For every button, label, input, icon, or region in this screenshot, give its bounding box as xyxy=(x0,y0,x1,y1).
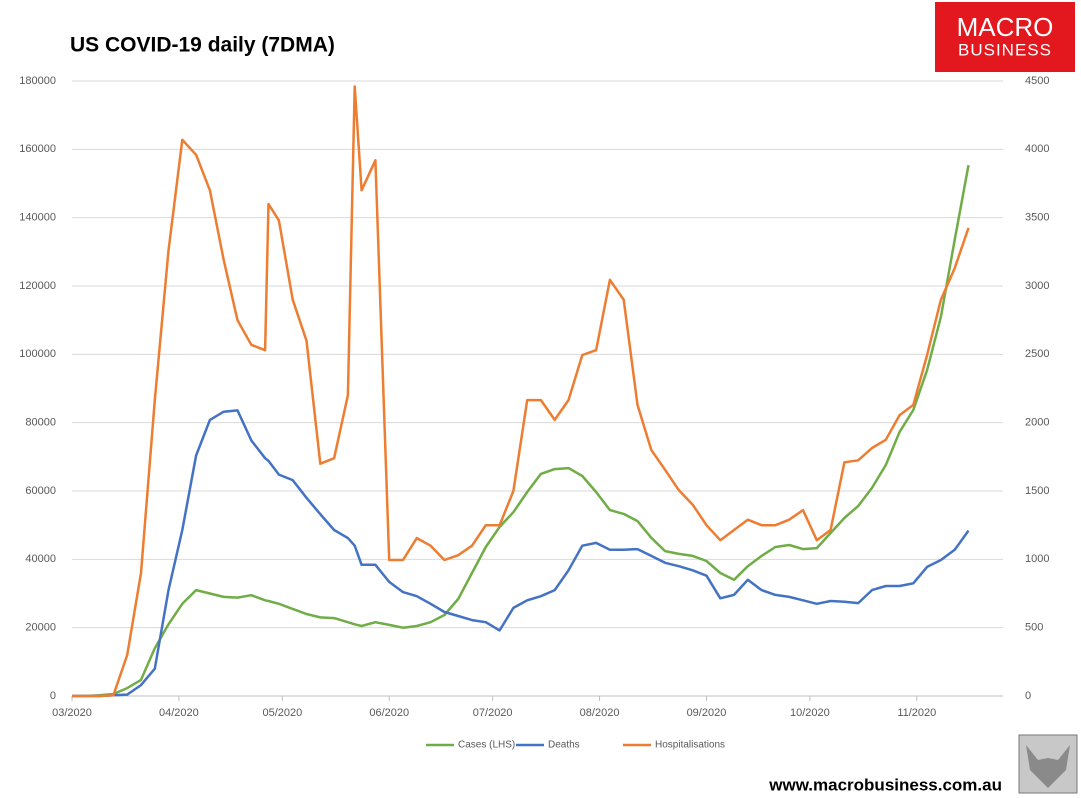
legend-label: Hospitalisations xyxy=(655,740,725,751)
y-tick-label: 60000 xyxy=(25,485,56,497)
legend-label: Cases (LHS) xyxy=(458,740,515,751)
y2-tick-label: 3000 xyxy=(1025,280,1049,292)
y2-tick-label: 4500 xyxy=(1025,75,1049,87)
logo-text: MACRO xyxy=(957,12,1054,42)
y-tick-label: 120000 xyxy=(19,280,56,292)
series-line xyxy=(72,85,970,698)
footer-url: www.macrobusiness.com.au xyxy=(768,775,1002,794)
y2-tick-label: 500 xyxy=(1025,622,1043,634)
y-tick-label: 0 xyxy=(50,690,56,702)
x-tick-label: 03/2020 xyxy=(52,707,92,719)
x-tick-label: 09/2020 xyxy=(687,707,727,719)
y2-tick-label: 3500 xyxy=(1025,212,1049,224)
x-tick-label: 10/2020 xyxy=(790,707,830,719)
series-line xyxy=(72,164,970,698)
y2-tick-label: 1500 xyxy=(1025,485,1049,497)
x-tick-label: 04/2020 xyxy=(159,707,199,719)
y2-tick-label: 2000 xyxy=(1025,417,1049,429)
y-tick-label: 40000 xyxy=(25,553,56,565)
x-tick-label: 07/2020 xyxy=(473,707,513,719)
y-tick-label: 180000 xyxy=(19,75,56,87)
chart-title: US COVID-19 daily (7DMA) xyxy=(70,34,335,57)
y2-tick-label: 1000 xyxy=(1025,553,1049,565)
y-tick-label: 80000 xyxy=(25,417,56,429)
y-tick-label: 100000 xyxy=(19,348,56,360)
logo-image xyxy=(1026,745,1070,788)
series-line xyxy=(72,409,970,698)
x-tick-label: 11/2020 xyxy=(897,707,936,719)
y2-tick-label: 2500 xyxy=(1025,348,1049,360)
x-tick-label: 05/2020 xyxy=(262,707,302,719)
y-tick-label: 140000 xyxy=(19,212,56,224)
x-tick-label: 08/2020 xyxy=(580,707,620,719)
x-tick-label: 06/2020 xyxy=(369,707,409,719)
y-tick-label: 20000 xyxy=(25,622,56,634)
logo-box xyxy=(935,2,1075,72)
logo-text: BUSINESS xyxy=(958,40,1052,59)
y2-tick-label: 0 xyxy=(1025,690,1031,702)
y-tick-label: 160000 xyxy=(19,143,56,155)
y2-tick-label: 4000 xyxy=(1025,143,1049,155)
legend-label: Deaths xyxy=(548,740,580,751)
